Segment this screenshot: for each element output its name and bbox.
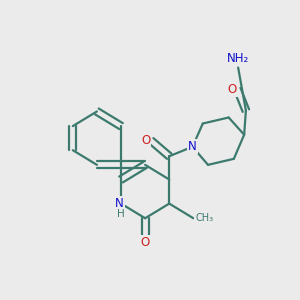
Text: N: N (115, 197, 124, 210)
Text: O: O (227, 82, 236, 96)
Text: O: O (141, 134, 150, 147)
Text: H: H (117, 209, 125, 219)
Text: N: N (188, 140, 197, 153)
Text: O: O (140, 236, 150, 249)
Text: NH₂: NH₂ (227, 52, 249, 65)
Text: CH₃: CH₃ (195, 213, 213, 223)
